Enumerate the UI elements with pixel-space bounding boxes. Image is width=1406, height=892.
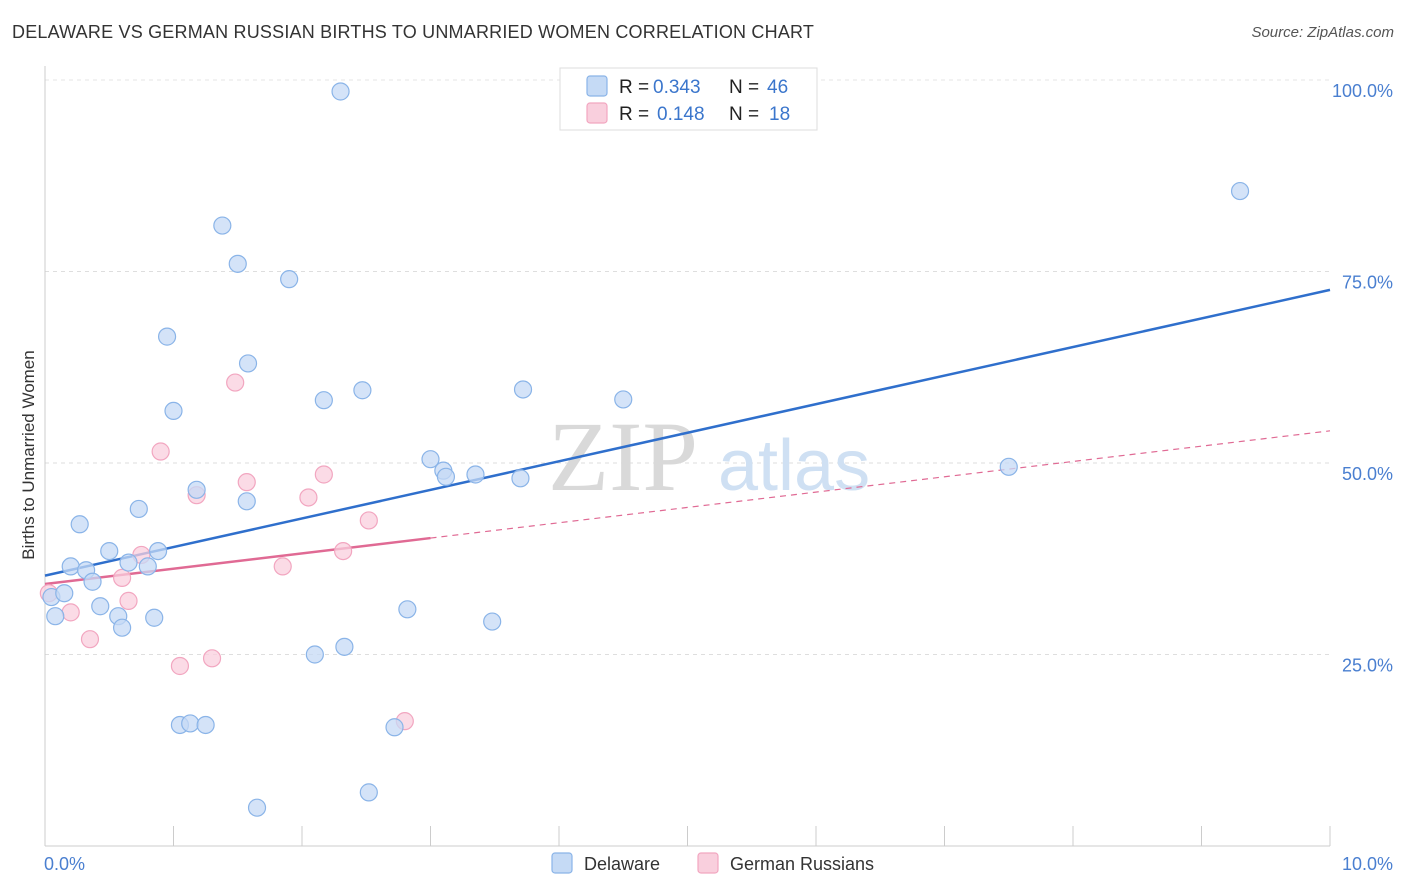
point-delaware-28 xyxy=(305,645,324,664)
legend-r-label-delaware: R = xyxy=(619,77,649,98)
point-delaware-26 xyxy=(247,798,267,817)
point-delaware-13 xyxy=(138,557,157,576)
point-delaware-8 xyxy=(100,541,119,561)
point-delaware-39 xyxy=(466,465,485,484)
point-delaware-40 xyxy=(483,612,502,631)
point-delaware-41 xyxy=(511,469,530,488)
y-tick-label-25: 25.0% xyxy=(1342,656,1393,676)
point-german-russians-7 xyxy=(170,656,190,676)
x-tick-label-max: 10.0% xyxy=(1342,854,1393,874)
point-delaware-45 xyxy=(1230,181,1250,201)
point-delaware-15 xyxy=(148,541,168,561)
point-german-russians-16 xyxy=(359,511,378,530)
legend-r-label-german-russians: R = xyxy=(619,104,649,125)
bottom-legend-swatch-german-russians xyxy=(697,852,719,874)
point-delaware-21 xyxy=(196,715,215,735)
point-delaware-27 xyxy=(280,270,299,289)
point-german-russians-15 xyxy=(334,541,353,561)
trend-line-delaware xyxy=(44,288,1331,577)
point-german-russians-11 xyxy=(237,473,256,492)
point-german-russians-9 xyxy=(202,649,222,668)
point-german-russians-1 xyxy=(61,603,80,622)
point-delaware-44 xyxy=(999,457,1018,476)
point-delaware-34 xyxy=(385,718,404,737)
point-delaware-29 xyxy=(314,391,333,410)
point-delaware-33 xyxy=(359,783,378,802)
point-delaware-1 xyxy=(46,607,65,626)
chart-title: DELAWARE VS GERMAN RUSSIAN BIRTHS TO UNM… xyxy=(12,22,815,42)
chart-source: Source: ZipAtlas.com xyxy=(1251,24,1394,41)
point-german-russians-4 xyxy=(119,591,138,610)
y-tick-label-100: 100.0% xyxy=(1332,81,1393,101)
point-german-russians-13 xyxy=(299,488,318,507)
y-tick-label-50: 50.0% xyxy=(1342,464,1393,484)
watermark-atlas: atlas xyxy=(718,426,870,506)
point-delaware-25 xyxy=(238,354,258,373)
point-german-russians-2 xyxy=(80,630,100,649)
bottom-legend: Delaware German Russians xyxy=(551,852,874,874)
points-layer xyxy=(39,82,1250,817)
point-delaware-3 xyxy=(61,557,80,576)
point-delaware-7 xyxy=(91,597,110,616)
point-delaware-19 xyxy=(181,714,200,733)
point-german-russians-14 xyxy=(314,465,333,484)
y-axis-label: Births to Unmarried Women xyxy=(19,350,38,559)
trend-line-extension-german-russians xyxy=(430,430,1331,539)
legend-n-label-german-russians: N = xyxy=(729,104,759,125)
point-delaware-24 xyxy=(237,492,256,511)
bottom-legend-swatch-delaware xyxy=(551,852,573,874)
point-delaware-32 xyxy=(353,381,372,400)
point-delaware-2 xyxy=(55,584,74,603)
point-delaware-11 xyxy=(119,553,138,572)
legend-r-value-delaware: 0.343 xyxy=(653,77,701,98)
point-delaware-22 xyxy=(213,216,232,235)
point-delaware-42 xyxy=(513,380,533,399)
legend-n-value-german-russians: 18 xyxy=(769,104,790,125)
point-german-russians-6 xyxy=(151,442,170,461)
point-delaware-36 xyxy=(421,450,440,469)
watermark-zip: ZIP xyxy=(548,401,698,512)
point-delaware-23 xyxy=(228,254,247,273)
point-delaware-17 xyxy=(164,401,183,421)
legend-swatch-german-russians xyxy=(586,102,608,124)
bottom-legend-label-german-russians: German Russians xyxy=(730,854,874,874)
point-german-russians-12 xyxy=(273,557,292,576)
legend-swatch-delaware xyxy=(586,75,608,97)
legend-n-value-delaware: 46 xyxy=(767,77,788,98)
point-german-russians-3 xyxy=(112,568,132,588)
point-delaware-4 xyxy=(70,515,89,534)
point-delaware-35 xyxy=(398,600,417,619)
top-legend: R = 0.343 N = 46 R = 0.148 N = 18 xyxy=(559,67,818,131)
point-delaware-43 xyxy=(614,390,633,409)
point-delaware-10 xyxy=(112,618,132,637)
watermark: ZIP atlas xyxy=(548,401,870,512)
point-german-russians-10 xyxy=(226,373,245,392)
trend-line-german-russians xyxy=(44,536,431,586)
point-delaware-20 xyxy=(187,480,206,499)
point-delaware-38 xyxy=(436,467,456,486)
x-tick-label-min: 0.0% xyxy=(44,854,85,874)
grid-layer xyxy=(45,79,1330,655)
point-delaware-14 xyxy=(145,608,164,627)
point-delaware-30 xyxy=(331,82,350,101)
point-delaware-31 xyxy=(335,637,354,656)
bottom-legend-label-delaware: Delaware xyxy=(584,854,660,874)
legend-r-value-german-russians: 0.148 xyxy=(657,104,705,125)
point-delaware-16 xyxy=(157,327,177,346)
axis-layer: 100.0% 75.0% 50.0% 25.0% 0.0% 10.0% xyxy=(44,66,1393,874)
point-delaware-12 xyxy=(129,499,148,519)
trend-layer xyxy=(44,288,1331,586)
point-delaware-6 xyxy=(83,572,102,591)
y-tick-label-75: 75.0% xyxy=(1342,273,1393,293)
legend-n-label-delaware: N = xyxy=(729,77,759,98)
